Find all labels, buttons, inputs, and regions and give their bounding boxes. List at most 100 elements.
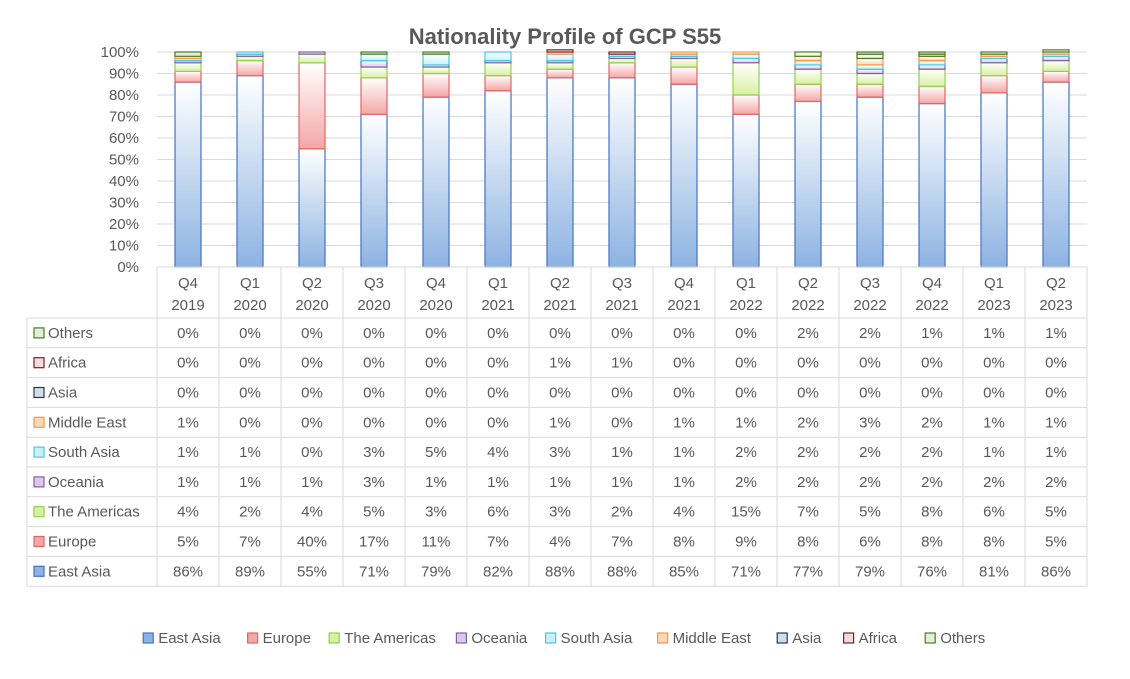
data-label-asia: 0% bbox=[921, 385, 943, 402]
legend-key-middle-east bbox=[656, 632, 669, 644]
bar-segment-east-asia bbox=[298, 148, 326, 268]
x-tick-label-quarter: Q3 bbox=[860, 275, 880, 292]
y-tick-label: 10% bbox=[109, 238, 139, 255]
y-axis: 0% 10% 20% 30% 40% 50% 60% 70% 80% 90% 100% bbox=[101, 44, 139, 276]
legend-key-east-asia bbox=[142, 632, 154, 644]
data-label-south-asia: 2% bbox=[797, 444, 819, 461]
bar-segment-others bbox=[1042, 49, 1070, 53]
bar-segment-south-asia bbox=[422, 53, 450, 66]
legend-label-south-asia: South Asia bbox=[561, 630, 633, 647]
data-label-south-asia: 2% bbox=[735, 444, 757, 461]
bar-segment-east-asia bbox=[670, 83, 698, 268]
data-label-south-asia: 1% bbox=[1045, 444, 1067, 461]
data-label-east-asia: 76% bbox=[917, 563, 947, 580]
bar-segment-the-americas bbox=[670, 57, 698, 68]
data-label-asia: 0% bbox=[425, 385, 447, 402]
data-label-asia: 0% bbox=[1045, 385, 1067, 402]
data-label-south-asia: 1% bbox=[673, 444, 695, 461]
x-tick-label-quarter: Q1 bbox=[488, 275, 508, 292]
table-legend-key-south-asia bbox=[33, 446, 45, 458]
bar-segment-africa bbox=[546, 49, 574, 53]
data-label-the-americas: 8% bbox=[921, 504, 943, 521]
data-label-others: 0% bbox=[363, 325, 385, 342]
data-label-south-asia: 1% bbox=[177, 444, 199, 461]
data-label-middle-east: 0% bbox=[239, 414, 261, 431]
data-label-europe: 11% bbox=[422, 534, 451, 551]
data-label-asia: 0% bbox=[797, 385, 819, 402]
bar-segment-the-americas bbox=[794, 68, 822, 85]
data-label-africa: 0% bbox=[983, 355, 1005, 372]
data-label-africa: 0% bbox=[363, 355, 385, 372]
data-label-europe: 4% bbox=[549, 534, 571, 551]
y-tick-label: 50% bbox=[109, 152, 139, 169]
data-label-the-americas: 15% bbox=[731, 504, 761, 521]
legend-label-others: Others bbox=[940, 630, 985, 647]
data-label-others: 0% bbox=[239, 325, 261, 342]
bar-segment-oceania bbox=[918, 64, 946, 70]
data-label-europe: 17% bbox=[359, 534, 389, 551]
bar-segment-europe bbox=[360, 77, 388, 115]
bar-segment-south-asia bbox=[918, 59, 946, 66]
table-row-label-asia: Asia bbox=[48, 385, 78, 402]
data-label-asia: 0% bbox=[859, 385, 881, 402]
data-label-middle-east: 1% bbox=[673, 414, 695, 431]
bar-segment-the-americas bbox=[608, 57, 636, 64]
y-tick-label: 100% bbox=[101, 44, 139, 61]
data-label-middle-east: 1% bbox=[1045, 414, 1067, 431]
data-label-asia: 0% bbox=[549, 385, 571, 402]
data-label-oceania: 1% bbox=[239, 474, 261, 491]
data-label-africa: 0% bbox=[1045, 355, 1067, 372]
data-label-south-asia: 4% bbox=[487, 444, 509, 461]
bar-segment-east-asia bbox=[608, 77, 636, 268]
data-label-others: 0% bbox=[301, 325, 323, 342]
data-label-others: 0% bbox=[611, 325, 633, 342]
data-label-asia: 0% bbox=[363, 385, 385, 402]
bar-segment-the-americas bbox=[422, 66, 450, 75]
table-row-label-south-asia: South Asia bbox=[48, 444, 120, 461]
bar-segment-oceania bbox=[794, 64, 822, 70]
bar-segment-the-americas bbox=[546, 62, 574, 70]
data-label-middle-east: 3% bbox=[859, 414, 881, 431]
y-tick-label: 70% bbox=[109, 109, 139, 126]
y-tick-label: 40% bbox=[109, 173, 139, 190]
bar-segment-middle-east bbox=[794, 55, 822, 62]
x-tick-label-quarter: Q2 bbox=[550, 275, 570, 292]
legend-key-oceania bbox=[455, 632, 467, 644]
data-label-the-americas: 4% bbox=[673, 504, 695, 521]
y-tick-label: 20% bbox=[109, 216, 139, 233]
x-tick-label-year: 2021 bbox=[481, 297, 514, 314]
data-label-the-americas: 2% bbox=[239, 504, 261, 521]
x-tick-label-year: 2020 bbox=[357, 297, 390, 314]
bar-segment-east-asia bbox=[546, 77, 574, 268]
data-label-east-asia: 79% bbox=[855, 563, 885, 580]
data-label-oceania: 1% bbox=[177, 474, 199, 491]
bar-segment-europe bbox=[298, 62, 326, 150]
bar-segment-oceania bbox=[360, 59, 388, 68]
x-tick-label-year: 2022 bbox=[853, 297, 886, 314]
bar-segment-middle-east bbox=[670, 51, 698, 55]
data-label-the-americas: 6% bbox=[983, 504, 1005, 521]
bar-segment-europe bbox=[608, 62, 636, 79]
data-label-east-asia: 88% bbox=[545, 563, 575, 580]
data-label-east-asia: 86% bbox=[1041, 563, 1071, 580]
bar-segment-south-asia bbox=[236, 51, 264, 55]
x-tick-label-quarter: Q4 bbox=[674, 275, 694, 292]
data-label-africa: 0% bbox=[797, 355, 819, 372]
x-tick-label-year: 2019 bbox=[171, 297, 204, 314]
data-label-africa: 0% bbox=[921, 355, 943, 372]
bar-segment-south-asia bbox=[856, 64, 884, 70]
data-label-the-americas: 3% bbox=[549, 504, 571, 521]
bar-segment-south-asia bbox=[794, 59, 822, 66]
data-label-oceania: 1% bbox=[673, 474, 695, 491]
x-tick-label-quarter: Q1 bbox=[736, 275, 756, 292]
data-label-europe: 7% bbox=[487, 534, 509, 551]
bar-segment-europe bbox=[1042, 70, 1070, 83]
data-label-oceania: 2% bbox=[797, 474, 819, 491]
data-label-east-asia: 71% bbox=[359, 563, 389, 580]
bar-segment-east-asia bbox=[794, 100, 822, 268]
data-label-east-asia: 71% bbox=[731, 563, 761, 580]
data-label-the-americas: 4% bbox=[177, 504, 199, 521]
data-label-south-asia: 5% bbox=[425, 444, 447, 461]
bar-segment-east-asia bbox=[360, 113, 388, 268]
